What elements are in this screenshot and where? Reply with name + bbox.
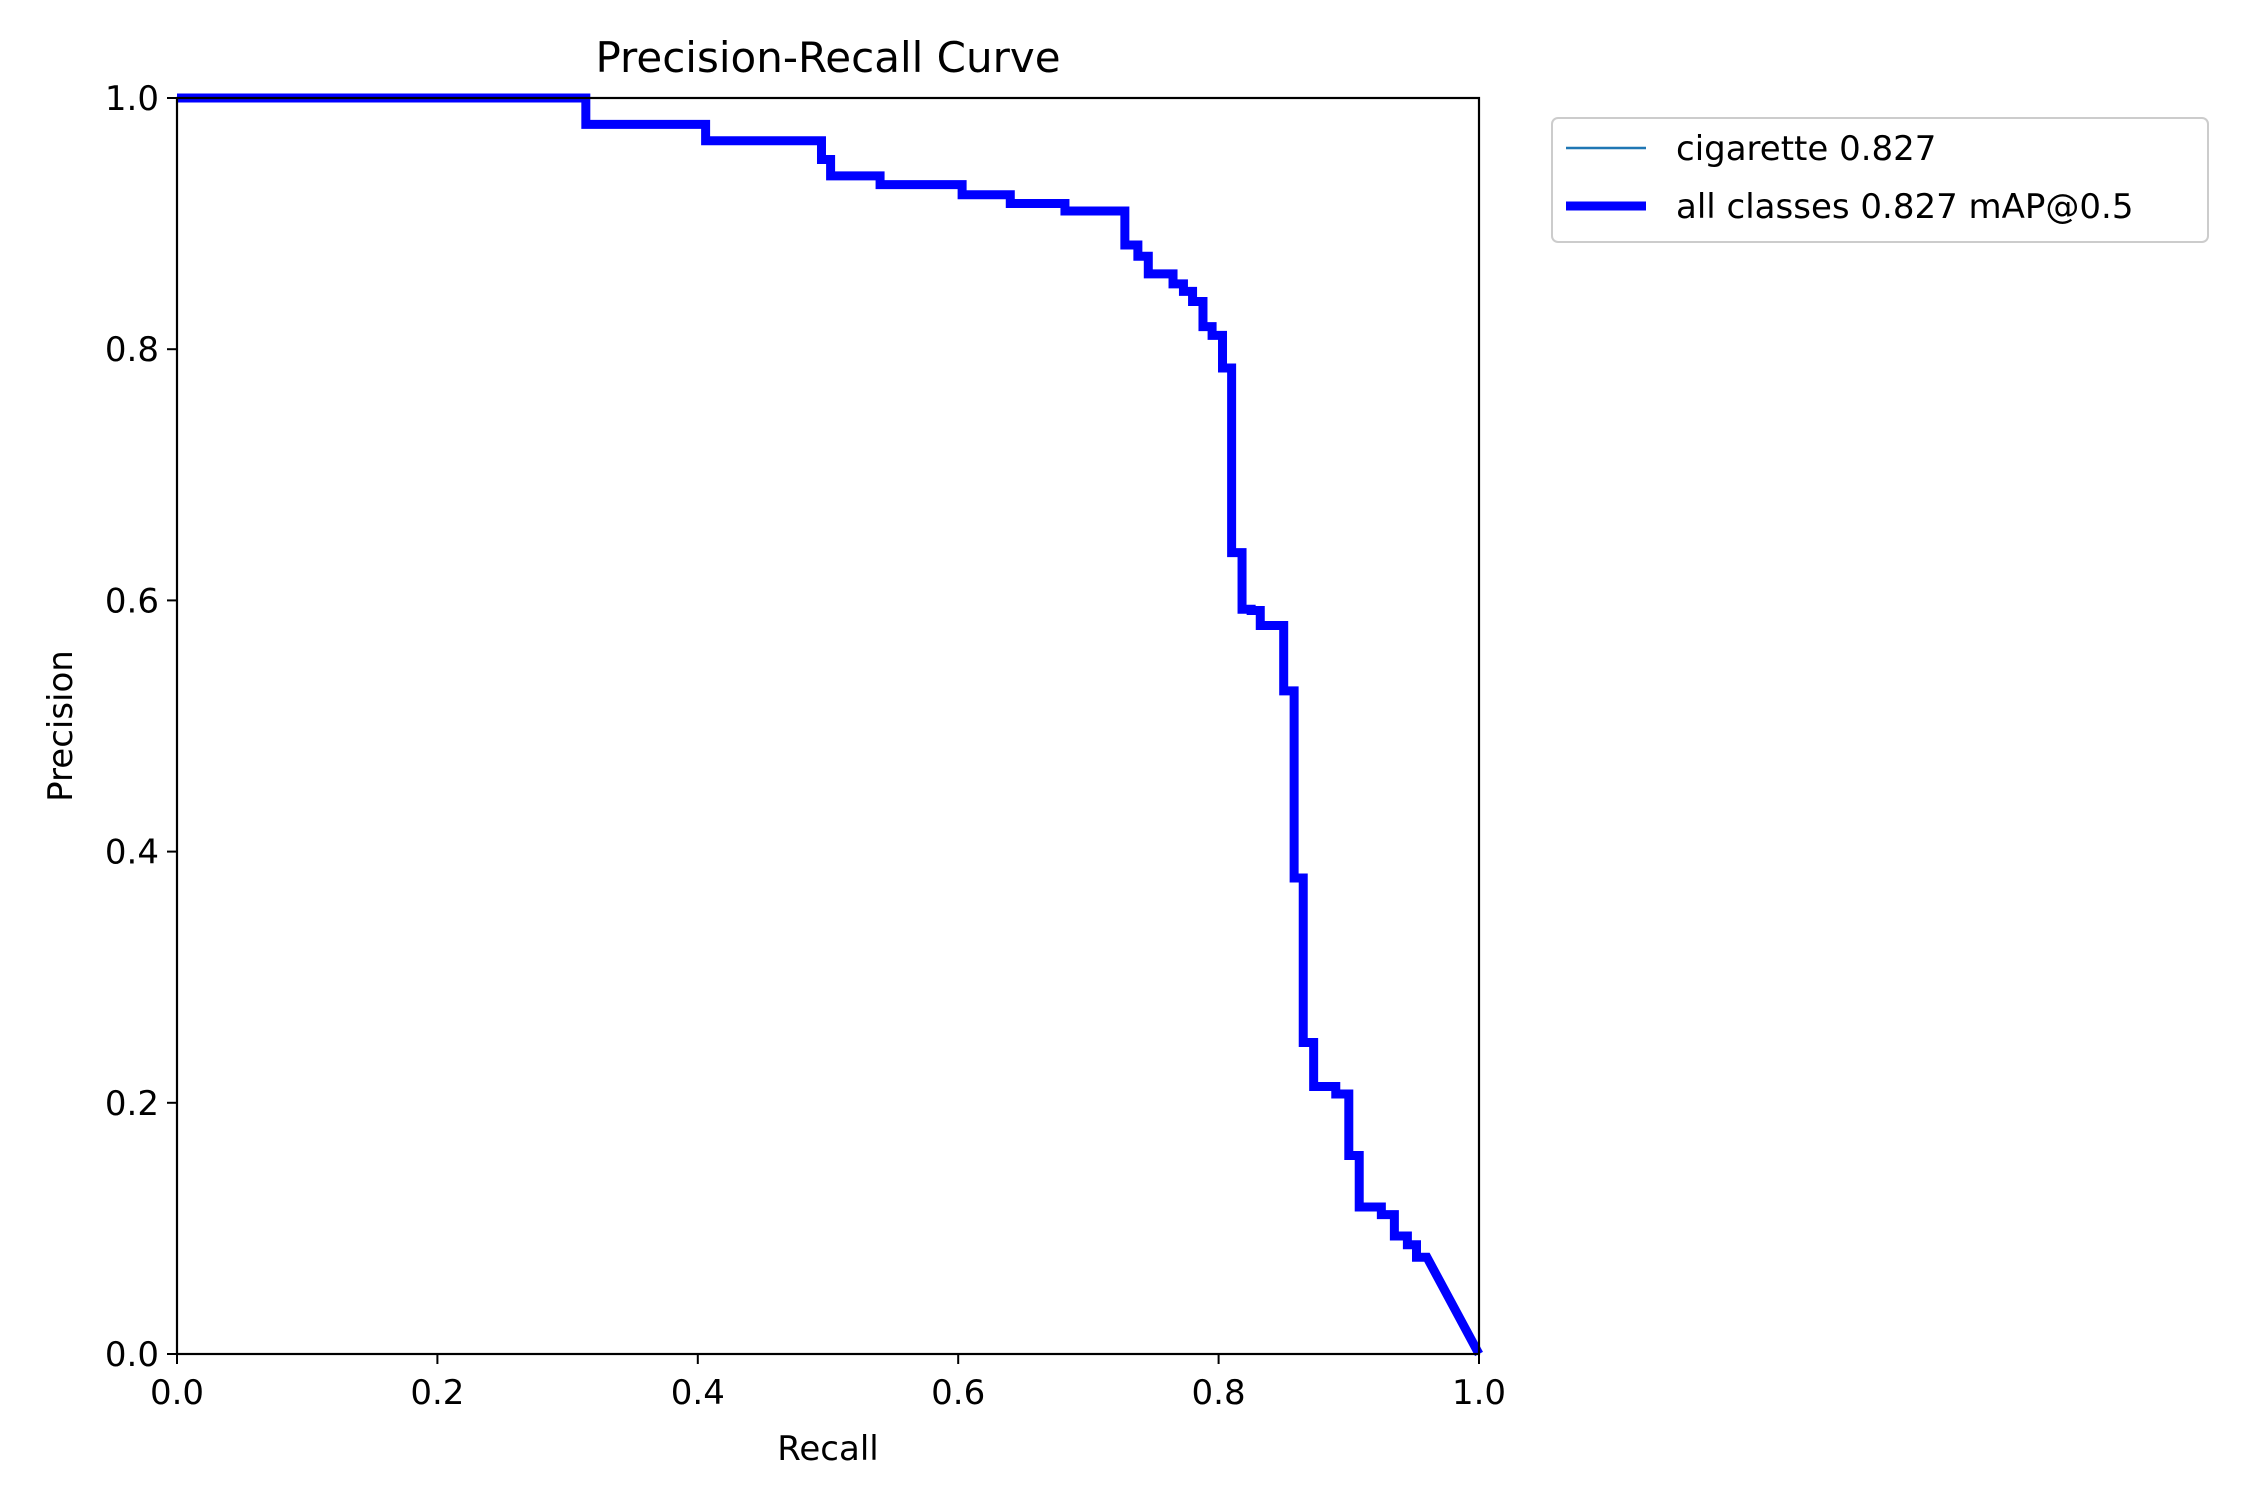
y-tick-label: 0.2 [105, 1084, 159, 1124]
y-tick-label: 0.6 [105, 581, 159, 621]
plot-area [175, 93, 1483, 1357]
legend-box [1551, 117, 2209, 243]
y-tick-label: 0.8 [105, 330, 159, 370]
y-tick-label: 0.0 [105, 1335, 159, 1375]
y-tick-label: 0.4 [105, 833, 159, 873]
y-axis-ticks: 0.0 0.2 0.4 0.6 0.8 1.0 [105, 79, 177, 1375]
x-tick-label: 0.0 [150, 1373, 204, 1413]
x-axis-label: Recall [777, 1429, 878, 1469]
series-layer [177, 93, 1483, 1357]
chart-title: Precision-Recall Curve [595, 33, 1060, 82]
x-tick-label: 1.0 [1452, 1373, 1506, 1413]
legend-label-cigarette: cigarette 0.827 [1676, 129, 1936, 169]
x-axis-ticks: 0.0 0.2 0.4 0.6 0.8 1.0 [150, 1354, 1506, 1413]
legend-label-all-classes: all classes 0.827 mAP@0.5 [1676, 187, 2133, 227]
series-line-all-classes [177, 93, 1483, 1357]
y-tick-label: 1.0 [105, 79, 159, 119]
x-tick-label: 0.6 [931, 1373, 985, 1413]
x-tick-label: 0.8 [1192, 1373, 1246, 1413]
x-tick-label: 0.2 [410, 1373, 464, 1413]
legend: cigarette 0.827 all classes 0.827 mAP@0.… [1551, 117, 2209, 243]
x-tick-label: 0.4 [671, 1373, 725, 1413]
y-axis-label: Precision [41, 650, 81, 802]
axes-frame [175, 96, 1481, 1356]
